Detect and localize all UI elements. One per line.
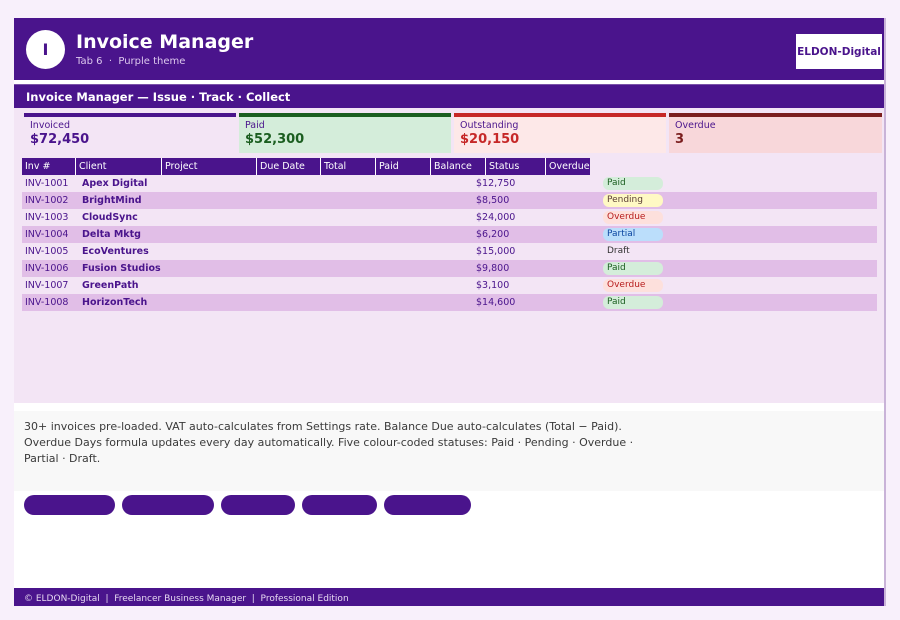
kpi-value: $52,300 — [245, 132, 305, 147]
kpi-value: $72,450 — [30, 132, 90, 147]
column-header-due-date[interactable]: Due Date — [257, 158, 321, 175]
footer: © ELDON-Digital | Freelancer Business Ma… — [14, 588, 884, 606]
kpi-value: $20,150 — [460, 132, 520, 147]
app-title: Invoice Manager — [76, 31, 254, 53]
table-row[interactable]: INV-1003 CloudSync $24,000 Overdue — [22, 209, 877, 226]
invoice-number: INV-1002 — [25, 195, 69, 206]
invoice-amount: $12,750 — [476, 178, 516, 189]
invoice-amount: $15,000 — [476, 246, 516, 257]
client-name: CloudSync — [82, 212, 138, 223]
kpi-invoiced: Invoiced $72,450 — [24, 113, 236, 153]
app-subtitle: Tab 6 · Purple theme — [76, 56, 186, 67]
invoice-number: INV-1005 — [25, 246, 69, 257]
status-badge: Overdue — [603, 211, 663, 224]
column-header-client[interactable]: Client — [76, 158, 162, 175]
nav-pill-button[interactable] — [122, 495, 214, 515]
status-badge: Pending — [603, 194, 663, 207]
app-logo: I — [26, 30, 65, 69]
kpi-paid: Paid $52,300 — [239, 113, 451, 153]
client-name: GreenPath — [82, 280, 139, 291]
brand-logo: ELDON-Digital — [796, 34, 882, 69]
invoice-number: INV-1001 — [25, 178, 69, 189]
kpi-value: 3 — [675, 132, 685, 147]
client-name: Apex Digital — [82, 178, 148, 189]
kpi-overdue: Overdue 3 — [669, 113, 882, 153]
invoice-table-header: Inv # Client Project Due Date Total Paid… — [22, 158, 590, 175]
status-badge: Overdue — [603, 279, 663, 292]
invoice-amount: $3,100 — [476, 280, 510, 291]
dashboard-content: Invoiced $72,450 Paid $52,300 Outstandin… — [14, 108, 884, 403]
client-name: HorizonTech — [82, 297, 148, 308]
column-header-balance[interactable]: Balance — [431, 158, 486, 175]
status-badge: Paid — [603, 262, 663, 275]
column-header-project[interactable]: Project — [162, 158, 257, 175]
status-badge: Draft — [607, 246, 630, 256]
invoice-amount: $6,200 — [476, 229, 510, 240]
invoice-number: INV-1007 — [25, 280, 69, 291]
app-window: I Invoice Manager Tab 6 · Purple theme E… — [14, 18, 886, 606]
notes-text: 30+ invoices pre-loaded. VAT auto-calcul… — [24, 420, 634, 465]
table-row[interactable]: INV-1005 EcoVentures $15,000 Draft — [22, 243, 877, 260]
column-header-overdue[interactable]: Overdue — [546, 158, 590, 175]
app-header: I Invoice Manager Tab 6 · Purple theme E… — [14, 18, 884, 80]
client-name: Fusion Studios — [82, 263, 161, 274]
status-badge: Partial — [603, 228, 663, 241]
nav-pill-button[interactable] — [384, 495, 471, 515]
column-header-total[interactable]: Total — [321, 158, 376, 175]
invoice-amount: $9,800 — [476, 263, 510, 274]
kpi-label: Overdue — [675, 120, 716, 131]
status-badge: Paid — [603, 177, 663, 190]
table-row[interactable]: INV-1006 Fusion Studios $9,800 Paid — [22, 260, 877, 277]
kpi-label: Paid — [245, 120, 265, 131]
invoice-number: INV-1003 — [25, 212, 69, 223]
column-header-status[interactable]: Status — [486, 158, 546, 175]
section-title-band: Invoice Manager — Issue · Track · Collec… — [14, 84, 884, 108]
kpi-outstanding: Outstanding $20,150 — [454, 113, 666, 153]
table-row[interactable]: INV-1001 Apex Digital $12,750 Paid — [22, 175, 877, 192]
table-row[interactable]: INV-1008 HorizonTech $14,600 Paid — [22, 294, 877, 311]
nav-pill-button[interactable] — [24, 495, 115, 515]
invoice-amount: $8,500 — [476, 195, 510, 206]
status-badge: Paid — [603, 296, 663, 309]
table-row[interactable]: INV-1007 GreenPath $3,100 Overdue — [22, 277, 877, 294]
client-name: EcoVentures — [82, 246, 149, 257]
nav-pill-button[interactable] — [302, 495, 377, 515]
invoice-amount: $14,600 — [476, 297, 516, 308]
invoice-number: INV-1006 — [25, 263, 69, 274]
invoice-amount: $24,000 — [476, 212, 516, 223]
kpi-label: Invoiced — [30, 120, 70, 131]
invoice-number: INV-1008 — [25, 297, 69, 308]
table-row[interactable]: INV-1004 Delta Mktg $6,200 Partial — [22, 226, 877, 243]
kpi-label: Outstanding — [460, 120, 519, 131]
client-name: BrightMind — [82, 195, 142, 206]
client-name: Delta Mktg — [82, 229, 141, 240]
feature-notes: 30+ invoices pre-loaded. VAT auto-calcul… — [14, 411, 884, 491]
nav-pill-button[interactable] — [221, 495, 295, 515]
invoice-number: INV-1004 — [25, 229, 69, 240]
column-header-inv[interactable]: Inv # — [22, 158, 76, 175]
table-row[interactable]: INV-1002 BrightMind $8,500 Pending — [22, 192, 877, 209]
column-header-paid[interactable]: Paid — [376, 158, 431, 175]
